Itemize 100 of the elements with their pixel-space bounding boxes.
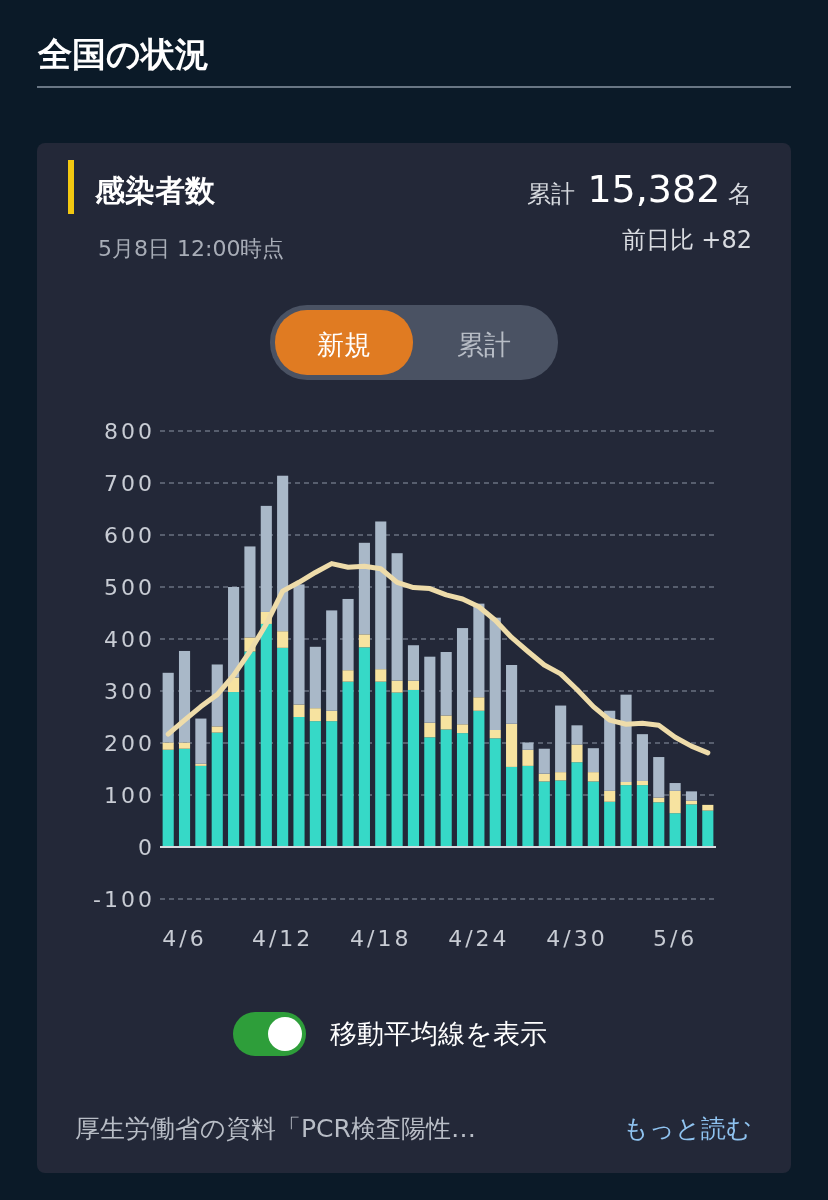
bar — [685, 804, 698, 847]
bar — [391, 553, 403, 681]
bar — [211, 726, 223, 733]
bar — [571, 744, 583, 763]
bar — [440, 715, 452, 730]
text: 厚生労働省の資料「PCR検査陽性… — [75, 1114, 476, 1143]
bar — [342, 670, 354, 682]
bar — [375, 669, 387, 682]
bar — [424, 737, 436, 847]
chart-subtitle: 5月8日 12:00時点 — [98, 236, 285, 261]
bar — [293, 717, 305, 847]
bar — [162, 672, 174, 743]
x-tick-label: 4/18 — [350, 926, 412, 951]
bar — [555, 772, 567, 781]
text: もっと読む — [623, 1114, 752, 1143]
bar — [277, 631, 289, 648]
text: 累計 15,382 名 — [527, 167, 752, 211]
bar — [407, 680, 420, 690]
bar — [669, 783, 681, 791]
bar — [424, 656, 436, 723]
bar — [326, 710, 338, 722]
y-tick-label: 200 — [104, 731, 155, 756]
bar — [293, 584, 305, 705]
bar — [342, 598, 354, 671]
chart-title: 感染者数 — [94, 173, 216, 208]
bar — [326, 610, 338, 711]
x-tick-label: 4/12 — [251, 926, 314, 951]
bar — [538, 748, 550, 774]
bar — [162, 742, 174, 750]
bar — [326, 721, 338, 847]
bar — [391, 692, 403, 847]
y-tick-label: 400 — [104, 627, 155, 652]
y-tick-label: -100 — [93, 887, 155, 912]
bar — [440, 729, 452, 847]
bar — [244, 546, 256, 638]
bar — [604, 790, 616, 802]
bar — [669, 813, 681, 847]
bar — [456, 733, 469, 847]
bar — [473, 710, 485, 847]
bar — [309, 721, 321, 847]
bar — [375, 681, 387, 847]
bar — [620, 694, 632, 782]
bar — [555, 780, 567, 847]
bar — [228, 587, 240, 678]
bar — [391, 680, 403, 693]
bar — [522, 765, 534, 847]
bar — [309, 708, 321, 722]
text: 新規 — [317, 329, 371, 360]
x-tick-label: 4/6 — [162, 926, 207, 951]
bar — [604, 710, 616, 791]
bar — [195, 765, 207, 847]
x-tick-label: 4/24 — [448, 926, 510, 951]
bar — [228, 692, 240, 847]
bar — [342, 681, 354, 847]
bar — [555, 705, 567, 773]
x-tick-label: 4/30 — [546, 926, 608, 951]
bar — [456, 724, 469, 734]
bar — [407, 689, 420, 847]
bar — [669, 790, 681, 814]
y-tick-label: 800 — [104, 419, 155, 444]
bar — [653, 757, 665, 798]
bar — [473, 603, 485, 698]
bar — [489, 730, 501, 739]
bar — [358, 634, 370, 648]
bar — [587, 748, 599, 773]
bar — [522, 742, 534, 750]
bar — [178, 748, 191, 847]
bar — [424, 722, 436, 738]
bar — [587, 772, 599, 782]
bar — [604, 801, 616, 847]
bar — [653, 802, 665, 847]
bar — [506, 665, 518, 724]
bar — [358, 647, 370, 847]
bar — [522, 749, 534, 766]
x-tick-label: 5/6 — [652, 926, 698, 951]
bar — [375, 521, 387, 670]
bar — [293, 704, 305, 717]
bar — [636, 780, 648, 786]
bar — [277, 475, 289, 632]
bar — [178, 650, 191, 743]
bar — [260, 505, 272, 612]
bar — [260, 623, 272, 847]
y-tick-label: 100 — [104, 783, 155, 808]
bar — [702, 804, 714, 811]
bar — [571, 725, 583, 745]
bar — [244, 651, 256, 847]
y-tick-label: 600 — [104, 523, 155, 548]
bar — [162, 749, 174, 847]
bar — [571, 762, 583, 847]
text: 全国の状況 — [37, 34, 209, 74]
bar — [506, 723, 518, 767]
text: 累計 — [457, 329, 511, 360]
bar — [178, 742, 191, 749]
bar — [489, 738, 501, 847]
bar — [211, 732, 223, 847]
bar — [636, 785, 648, 847]
text: 移動平均線を表示 — [330, 1018, 547, 1049]
text: 前日比 +82 — [621, 226, 752, 254]
bar — [407, 645, 420, 681]
bar — [358, 542, 370, 635]
